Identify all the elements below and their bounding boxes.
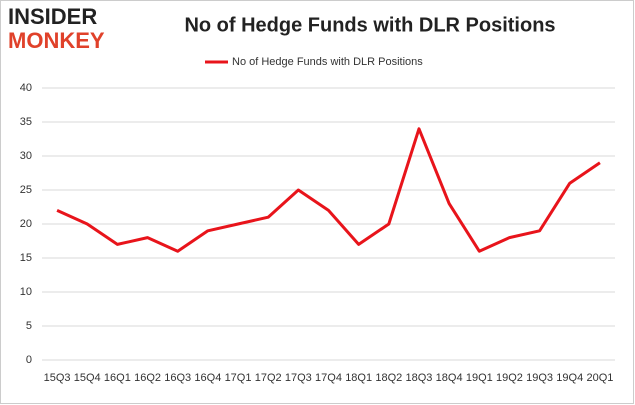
y-tick-label: 5 (26, 320, 32, 332)
x-tick-label: 17Q3 (285, 372, 312, 384)
legend-label: No of Hedge Funds with DLR Positions (232, 56, 423, 68)
logo-top: INSIDER (8, 4, 97, 29)
x-tick-label: 15Q4 (74, 372, 101, 384)
x-tick-label: 17Q1 (225, 372, 252, 384)
y-tick-label: 15 (20, 252, 32, 264)
y-tick-label: 40 (20, 82, 32, 94)
x-tick-label: 18Q4 (436, 372, 463, 384)
x-tick-label: 16Q3 (164, 372, 191, 384)
x-tick-label: 15Q3 (44, 372, 71, 384)
data-line (56, 127, 601, 253)
x-tick-label: 17Q4 (315, 372, 342, 384)
y-tick-label: 35 (20, 116, 32, 128)
x-tick-label: 19Q4 (556, 372, 583, 384)
x-tick-label: 18Q1 (345, 372, 372, 384)
x-tick-label: 16Q4 (194, 372, 221, 384)
y-tick-label: 0 (26, 354, 32, 366)
x-tick-label: 17Q2 (255, 372, 282, 384)
logo-bottom: MONKEY (8, 28, 105, 53)
x-tick-label: 18Q3 (406, 372, 433, 384)
x-tick-label: 19Q3 (526, 372, 553, 384)
x-tick-label: 18Q2 (375, 372, 402, 384)
x-tick-label: 16Q2 (134, 372, 161, 384)
x-tick-label: 19Q2 (496, 372, 523, 384)
x-tick-label: 19Q1 (466, 372, 493, 384)
x-tick-label: 20Q1 (586, 372, 613, 384)
x-tick-label: 16Q1 (104, 372, 131, 384)
y-tick-label: 25 (20, 184, 32, 196)
y-tick-label: 30 (20, 150, 32, 162)
y-tick-label: 10 (20, 286, 32, 298)
chart-title: No of Hedge Funds with DLR Positions (184, 14, 555, 36)
y-tick-label: 20 (20, 218, 32, 230)
